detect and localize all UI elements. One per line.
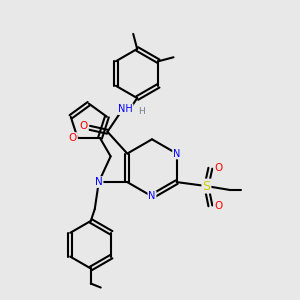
Text: H: H xyxy=(138,107,145,116)
Text: S: S xyxy=(202,180,210,193)
Text: N: N xyxy=(95,177,103,187)
Text: N: N xyxy=(173,148,180,159)
Text: NH: NH xyxy=(118,104,133,114)
Text: O: O xyxy=(214,163,222,173)
Text: O: O xyxy=(69,133,77,143)
Text: N: N xyxy=(148,191,156,201)
Text: O: O xyxy=(214,201,222,211)
Text: O: O xyxy=(80,121,88,131)
